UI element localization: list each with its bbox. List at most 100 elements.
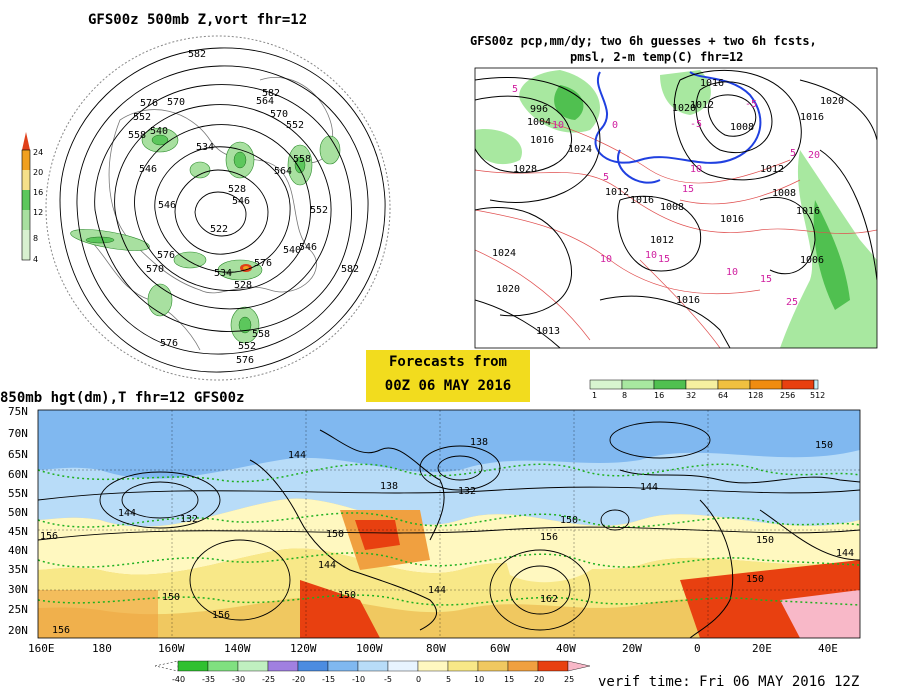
isobar-label: 1008 [730, 122, 754, 133]
isobar-label: 1016 [676, 295, 700, 306]
polar-contour-labels: 582 552 576 570 558 540 546 534 564 552 … [128, 49, 359, 366]
temp-scale-label: 0 [416, 675, 421, 684]
temp-label: 10 [690, 164, 702, 175]
contour-label: 564 [274, 166, 292, 177]
precip-scale-label: 512 [810, 391, 825, 400]
contour-label: 528 [228, 184, 246, 195]
isobar-label: 1006 [800, 255, 824, 266]
colorbar-label: 16 [33, 188, 43, 197]
temp-label: 0 [612, 120, 618, 131]
contour-label: 546 [139, 164, 157, 175]
lat-tick: 35N [8, 563, 28, 576]
lon-tick: 40W [556, 642, 576, 655]
colorbar-label: 24 [33, 148, 43, 157]
panel-500mb-title: GFS00z 500mb Z,vort fhr=12 [88, 12, 308, 28]
temp-scale-label: -10 [352, 675, 365, 684]
contour-label: 558 [128, 130, 146, 141]
precip-scale-label: 8 [622, 391, 627, 400]
isobar-label: 1008 [772, 188, 796, 199]
contour-label: 564 [256, 96, 274, 107]
lat-tick: 75N [8, 405, 28, 418]
latitude-ticks: 75N 70N 65N 60N 55N 50N 45N 40N 35N 30N … [8, 405, 28, 637]
contour-label: 546 [299, 242, 317, 253]
contour-label: 570 [146, 264, 164, 275]
height-label: 150 [326, 529, 344, 540]
panel-pcp-title-line1: GFS00z pcp,mm/dy; two 6h guesses + two 6… [470, 34, 817, 48]
height-label: 144 [836, 548, 854, 559]
temp-scale-label: 25 [564, 675, 574, 684]
lon-tick: 100W [356, 642, 383, 655]
height-label: 144 [288, 450, 306, 461]
height-label: 144 [118, 508, 136, 519]
temp-label: 25 [786, 297, 798, 308]
height-label: 138 [470, 437, 488, 448]
lat-tick: 50N [8, 506, 28, 519]
contour-label: 570 [270, 109, 288, 120]
colorbar-cap [22, 132, 30, 150]
lon-tick: 140W [224, 642, 251, 655]
isobar-label: 1028 [513, 164, 537, 175]
temp-label: 10 [645, 250, 657, 261]
temp-scale-label: -15 [322, 675, 335, 684]
contour-label: 576 [254, 258, 272, 269]
precip-scale-label: 128 [748, 391, 763, 400]
temp-label: 15 [658, 254, 670, 265]
contour-label: 528 [234, 280, 252, 291]
isobar-label: 1012 [760, 164, 784, 175]
isobar-label: 1016 [720, 214, 744, 225]
isobar-label: 1024 [568, 144, 592, 155]
height-label: 156 [212, 610, 230, 621]
isobar-label: 1013 [536, 326, 560, 337]
height-label: 138 [380, 481, 398, 492]
contour-label: 534 [214, 268, 232, 279]
precip-scale-label: 256 [780, 391, 795, 400]
isobar-label: 1008 [660, 202, 684, 213]
polar-map-boundary [45, 35, 391, 381]
height-labels: 138 144 150 132 144 132 138 144 150 156 … [40, 437, 854, 636]
lon-tick: 0 [694, 642, 701, 655]
contour-label: 552 [238, 341, 256, 352]
lon-tick: 160E [28, 642, 55, 655]
temp-label: -5 [690, 119, 702, 130]
isobar-label: 1024 [492, 248, 516, 259]
precip-scale-label: 16 [654, 391, 664, 400]
temperature-colorbar: -40 -35 -30 -25 -20 -15 -10 -5 0 5 10 15… [154, 660, 591, 684]
temp-scale-label: -20 [292, 675, 305, 684]
temp-scale-label: 20 [534, 675, 544, 684]
isobar-label: 1016 [796, 206, 820, 217]
isobar-label: 1012 [650, 235, 674, 246]
isobar-label: 1012 [690, 100, 714, 111]
height-label: 156 [52, 625, 70, 636]
contour-label: 576 [157, 250, 175, 261]
colorbar-label: 12 [33, 208, 43, 217]
forecast-init-box: Forecasts from 00Z 06 MAY 2016 [366, 350, 530, 402]
temp-label: 15 [760, 274, 772, 285]
height-label: 150 [746, 574, 764, 585]
contour-label: 540 [283, 245, 301, 256]
height-label: 156 [540, 532, 558, 543]
contour-label: 576 [160, 338, 178, 349]
isobar-label: 1020 [496, 284, 520, 295]
contour-label: 540 [150, 126, 168, 137]
height-label: 150 [756, 535, 774, 546]
temp-label: 20 [808, 150, 820, 161]
temp-scale-label: -40 [172, 675, 185, 684]
temp-label: 10 [726, 267, 738, 278]
height-label: 132 [180, 514, 198, 525]
height-label: 162 [540, 594, 558, 605]
lat-tick: 65N [8, 448, 28, 461]
longitude-ticks: 160E 180 160W 140W 120W 100W 80W 60W 40W… [28, 642, 838, 655]
height-label: 156 [40, 531, 58, 542]
height-label: 150 [162, 592, 180, 603]
temp-label: 5 [790, 148, 796, 159]
vorticity-colorbar: 24 20 16 12 8 4 [21, 132, 43, 264]
temp-label: 10 [552, 120, 564, 131]
isobar-label: 1020 [672, 103, 696, 114]
lon-tick: 160W [158, 642, 185, 655]
contour-label: 558 [252, 329, 270, 340]
lon-tick: 120W [290, 642, 317, 655]
colorbar-label: 8 [33, 234, 38, 243]
isobar-label: 1012 [605, 187, 629, 198]
contour-label: 534 [196, 142, 214, 153]
contour-label: 570 [167, 97, 185, 108]
